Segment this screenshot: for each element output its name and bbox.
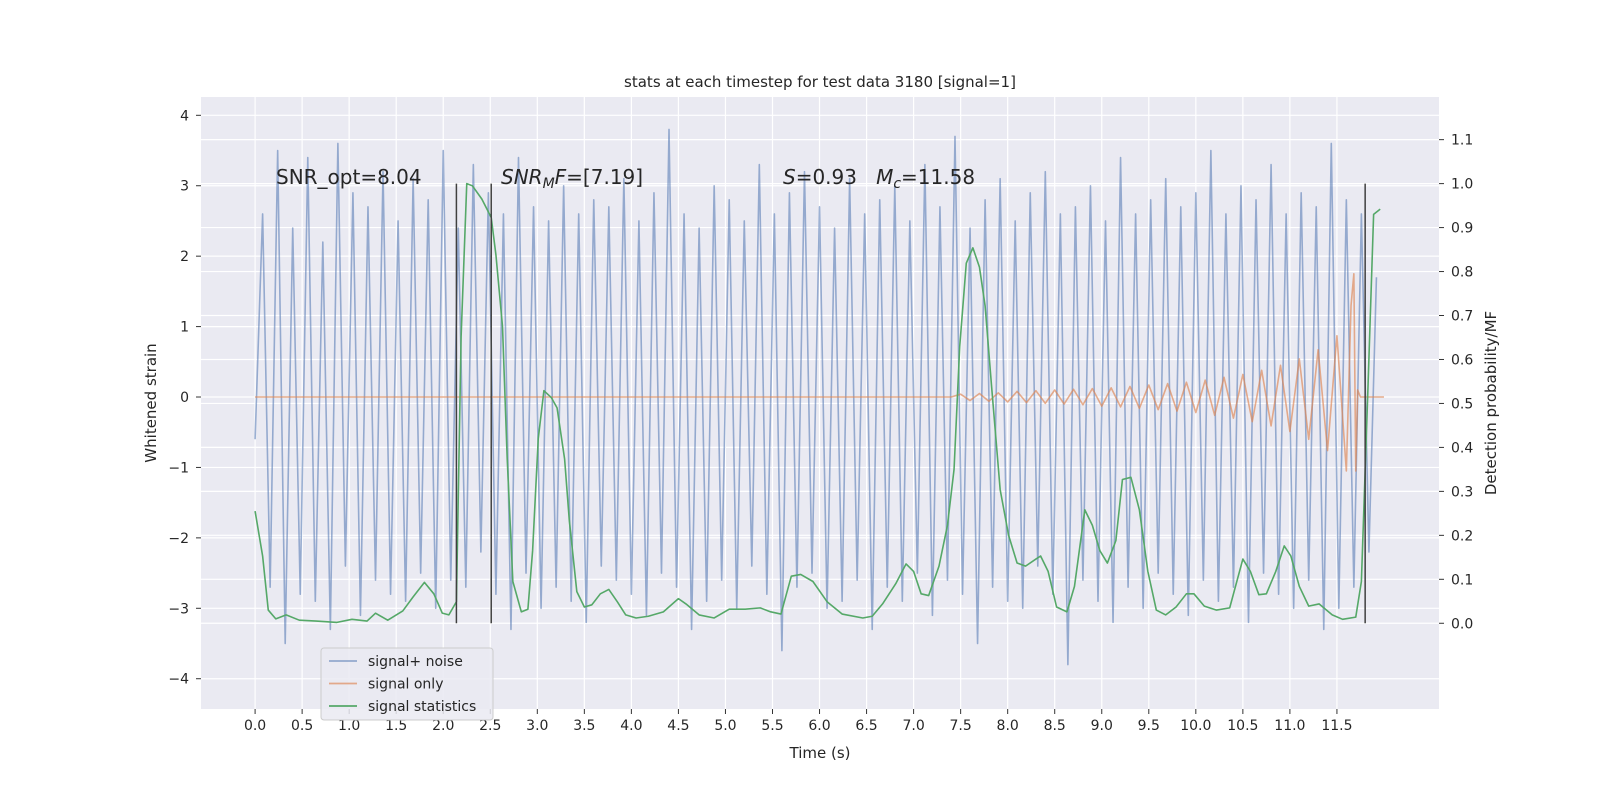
y-axis-label: Whitened strain <box>142 343 160 462</box>
annotation: SNRMF=[7.19] <box>501 165 643 192</box>
x-tick-label: 3.0 <box>526 718 548 734</box>
y-tick-label: 0 <box>180 390 189 406</box>
y2-tick-label: 0.4 <box>1451 440 1473 456</box>
x-tick-label: 11.5 <box>1321 718 1352 734</box>
annotation-part: SNR <box>501 165 543 189</box>
y2-tick-label: 0.5 <box>1451 396 1473 412</box>
x-tick-label: 4.0 <box>620 718 642 734</box>
x-tick-label: 1.5 <box>385 718 407 734</box>
y2-axis-label: Detection probability/MF <box>1482 311 1500 495</box>
x-tick-label: 2.5 <box>479 718 501 734</box>
annotation-part: c <box>893 176 901 192</box>
annotation: SNR_opt=8.04 <box>276 165 422 189</box>
x-tick-label: 9.5 <box>1138 718 1160 734</box>
x-tick-label: 3.5 <box>573 718 595 734</box>
x-tick-label: 5.0 <box>714 718 736 734</box>
annotation-part: =11.58 <box>901 165 975 189</box>
x-tick-label: 6.0 <box>808 718 830 734</box>
series-line <box>254 128 1378 666</box>
x-tick-label: 0.0 <box>244 718 266 734</box>
annotation-part: F <box>555 165 567 189</box>
annotation-part: S <box>783 165 796 189</box>
y2-tick-label: 0.6 <box>1451 352 1473 368</box>
x-tick-label: 10.5 <box>1227 718 1258 734</box>
legend-box <box>320 647 494 721</box>
y2-tick-label: 0.7 <box>1451 309 1473 325</box>
chart-title: stats at each timestep for test data 318… <box>624 73 1016 91</box>
y2-tick-label: 0.1 <box>1451 572 1473 588</box>
x-axis-label: Time (s) <box>789 744 851 762</box>
labels: 0.0 0.5 1.0 1.5 2.0 2.5 3.0 3.5 4.0 4.5 5.0 5.5 6.0 6… <box>168 108 1473 734</box>
annotation-part: =0.93 <box>796 165 876 189</box>
annotation: S=0.93 Mc=11.58 <box>783 165 975 192</box>
y-tick-label: 1 <box>180 320 189 336</box>
x-tick-label: 5.5 <box>761 718 783 734</box>
y2-tick-label: 1.0 <box>1451 177 1473 193</box>
x-tick-label: 6.5 <box>855 718 877 734</box>
y-tick-label: −1 <box>168 460 189 476</box>
legend-label: signal only <box>368 677 443 693</box>
x-tick-label: 7.5 <box>950 718 972 734</box>
y-tick-label: 4 <box>180 108 189 124</box>
x-tick-label: 9.0 <box>1091 718 1113 734</box>
x-tick-label: 11.0 <box>1274 718 1305 734</box>
x-tick-label: 0.5 <box>291 718 313 734</box>
x-tick-label: 10.0 <box>1180 718 1211 734</box>
legend-label: signal statistics <box>368 699 476 715</box>
annotation-part: M <box>543 176 555 192</box>
annotation-part: M <box>876 165 893 189</box>
y2-tick-label: 0.8 <box>1451 265 1473 281</box>
y-tick-label: 2 <box>180 249 189 265</box>
y-tick-label: −2 <box>168 531 189 547</box>
y2-tick-label: 0.2 <box>1451 528 1473 544</box>
y2-tick-label: 0.9 <box>1451 221 1473 237</box>
y-tick-label: 3 <box>180 179 189 195</box>
y2-tick-label: 1.1 <box>1451 133 1473 149</box>
y-tick-label: −3 <box>168 601 189 617</box>
x-tick-label: 4.5 <box>667 718 689 734</box>
x-tick-label: 8.0 <box>997 718 1019 734</box>
series-line <box>254 182 1381 624</box>
y2-tick-label: 0.0 <box>1451 616 1473 632</box>
series-line <box>255 272 1384 472</box>
x-tick-label: 8.5 <box>1044 718 1066 734</box>
x-tick-label: 7.0 <box>902 718 924 734</box>
legend: signal+ noise signal only signal statistic… <box>320 647 494 721</box>
y2-tick-label: 0.3 <box>1451 484 1473 500</box>
annotation-part: =[7.19] <box>566 165 643 189</box>
x-tick-label: 2.0 <box>432 718 454 734</box>
marks <box>254 128 1384 666</box>
legend-label: signal+ noise <box>368 654 463 670</box>
x-tick-label: 1.0 <box>338 718 360 734</box>
annotation-part: SNR_opt=8.04 <box>276 165 422 189</box>
y-tick-label: −4 <box>168 672 189 688</box>
